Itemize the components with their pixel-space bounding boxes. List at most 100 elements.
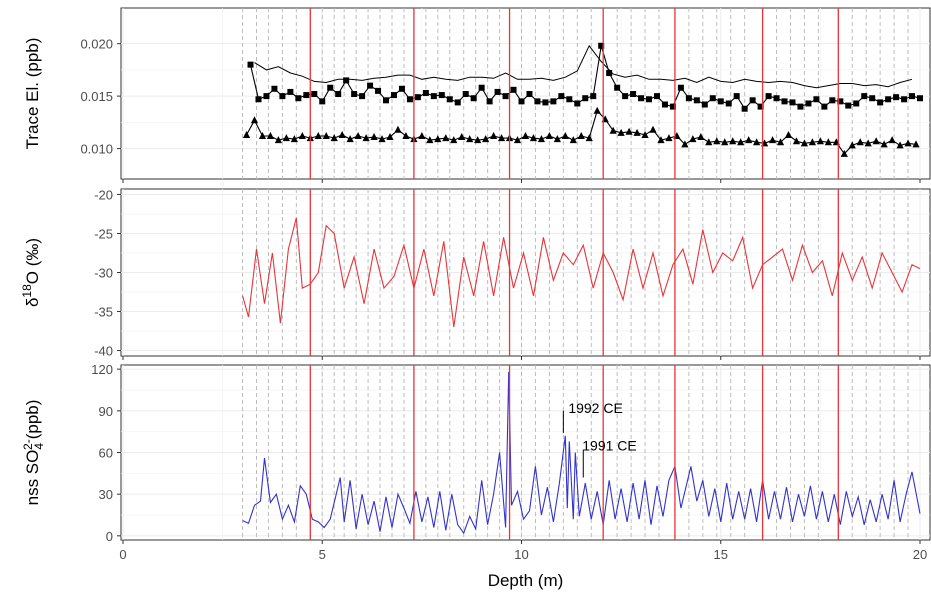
triangle-point bbox=[856, 138, 864, 146]
y-tick-label: -30 bbox=[94, 266, 113, 281]
triangle-point bbox=[617, 128, 625, 136]
triangle-point bbox=[474, 136, 482, 144]
square-point bbox=[733, 93, 740, 100]
square-point bbox=[773, 95, 780, 102]
triangle-point bbox=[641, 130, 649, 138]
square-point bbox=[247, 61, 254, 68]
triangle-point bbox=[466, 135, 474, 143]
square-point bbox=[909, 93, 916, 100]
square-point bbox=[311, 91, 318, 98]
square-point bbox=[470, 95, 477, 102]
triangle-point bbox=[792, 137, 801, 145]
triangle-point bbox=[665, 134, 673, 142]
series-line-1-1 bbox=[254, 44, 913, 89]
triangle-point bbox=[362, 134, 370, 142]
square-point bbox=[741, 105, 748, 112]
triangle-point bbox=[290, 135, 298, 143]
square-point bbox=[454, 99, 461, 106]
square-point bbox=[375, 87, 382, 94]
square-point bbox=[821, 103, 828, 110]
triangle-point bbox=[888, 136, 896, 144]
triangle-point bbox=[904, 139, 912, 147]
triangle-point bbox=[458, 133, 466, 141]
square-point bbox=[685, 95, 692, 102]
square-point bbox=[853, 100, 860, 107]
square-point bbox=[430, 93, 437, 100]
square-point bbox=[518, 98, 525, 105]
triangle-point bbox=[689, 135, 697, 143]
triangle-point bbox=[609, 126, 617, 134]
x-tick-label: 15 bbox=[714, 547, 728, 562]
square-point bbox=[813, 96, 820, 103]
square-point bbox=[414, 94, 421, 101]
square-point bbox=[829, 97, 836, 104]
triangle-point bbox=[697, 133, 705, 141]
triangle-point bbox=[880, 140, 888, 148]
triangle-point bbox=[378, 135, 386, 143]
square-point bbox=[343, 77, 350, 84]
square-point bbox=[757, 103, 764, 110]
triangle-point bbox=[681, 140, 689, 148]
triangle-point bbox=[442, 134, 450, 142]
square-point bbox=[263, 93, 270, 100]
y-axis-title: nss SO42-(ppb) bbox=[21, 400, 46, 506]
panel-3: 0 30 60 90 120 1992 CE 1991 CE nss SO42-(ppb) bbox=[21, 362, 931, 544]
square-point bbox=[566, 96, 573, 103]
triangle-point bbox=[912, 140, 920, 148]
square-point bbox=[303, 92, 310, 99]
x-axis-title: Depth (m) bbox=[488, 571, 564, 590]
square-point bbox=[494, 88, 501, 95]
triangle-point bbox=[394, 125, 402, 133]
square-point bbox=[717, 98, 724, 105]
square-point bbox=[510, 86, 517, 93]
square-point bbox=[526, 91, 533, 98]
y-tick-label: 0.020 bbox=[80, 37, 113, 52]
square-point bbox=[765, 93, 772, 100]
square-point bbox=[319, 98, 326, 105]
square-point bbox=[383, 97, 390, 104]
square-point bbox=[438, 92, 445, 99]
triangle-point bbox=[824, 138, 832, 146]
square-point bbox=[327, 84, 334, 91]
square-point bbox=[542, 99, 549, 106]
square-point bbox=[669, 103, 676, 110]
triangle-point bbox=[274, 136, 283, 144]
triangle-point bbox=[370, 133, 378, 141]
triangle-point bbox=[657, 136, 665, 144]
square-point bbox=[781, 98, 788, 105]
square-point bbox=[885, 96, 892, 103]
triangle-point bbox=[808, 138, 817, 146]
triangle-point bbox=[729, 137, 737, 145]
square-point bbox=[805, 100, 812, 107]
square-point bbox=[646, 96, 653, 103]
triangle-point bbox=[426, 136, 434, 144]
triangle-point bbox=[745, 136, 753, 144]
square-point bbox=[255, 96, 262, 103]
square-point bbox=[279, 93, 286, 100]
square-point bbox=[462, 91, 469, 98]
square-point bbox=[797, 103, 804, 110]
triangle-point bbox=[753, 138, 761, 146]
triangle-point bbox=[864, 139, 872, 147]
y-tick-label: -20 bbox=[94, 187, 113, 202]
triangle-point bbox=[593, 106, 601, 114]
y-tick-label: 90 bbox=[99, 404, 113, 419]
triangle-point bbox=[529, 134, 538, 142]
triangle-point bbox=[840, 149, 848, 157]
triangle-point bbox=[537, 135, 546, 143]
triangle-point bbox=[553, 135, 561, 143]
triangle-point bbox=[482, 135, 490, 143]
triangle-point bbox=[298, 131, 306, 139]
square-point bbox=[534, 98, 541, 105]
square-point bbox=[422, 89, 429, 96]
panel-2: -40 -35 -30 -25 -20 δ18O (‰) bbox=[20, 187, 931, 360]
triangle-point bbox=[266, 131, 275, 139]
triangle-point bbox=[434, 135, 442, 143]
x-tick-label: 5 bbox=[319, 547, 326, 562]
triangle-point bbox=[490, 131, 498, 139]
triangle-point bbox=[402, 131, 410, 139]
x-tick-label: 10 bbox=[514, 547, 528, 562]
triangle-point bbox=[633, 128, 641, 136]
y-tick-label: 0.015 bbox=[80, 89, 113, 104]
triangle-point bbox=[713, 137, 721, 145]
